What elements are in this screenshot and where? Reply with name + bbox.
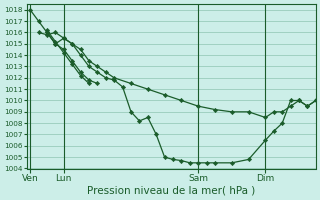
X-axis label: Pression niveau de la mer( hPa ): Pression niveau de la mer( hPa ) bbox=[87, 186, 255, 196]
